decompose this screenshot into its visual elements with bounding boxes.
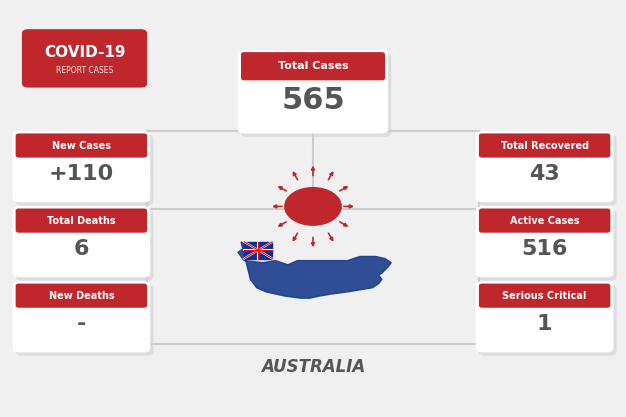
FancyBboxPatch shape [479, 135, 617, 206]
Text: 6: 6 [74, 239, 89, 259]
FancyBboxPatch shape [16, 133, 147, 158]
Text: 1: 1 [537, 314, 552, 334]
FancyBboxPatch shape [479, 208, 610, 233]
Text: -: - [77, 314, 86, 334]
FancyBboxPatch shape [479, 210, 617, 281]
Text: Serious Critical: Serious Critical [503, 291, 587, 301]
FancyBboxPatch shape [241, 53, 391, 137]
FancyBboxPatch shape [22, 29, 147, 88]
FancyBboxPatch shape [476, 131, 613, 202]
FancyBboxPatch shape [13, 281, 150, 352]
FancyBboxPatch shape [16, 208, 147, 233]
Circle shape [285, 188, 341, 225]
Text: Active Cases: Active Cases [510, 216, 580, 226]
Text: Total Cases: Total Cases [278, 61, 348, 71]
FancyBboxPatch shape [476, 281, 613, 352]
Text: New Deaths: New Deaths [49, 291, 114, 301]
Text: Total Recovered: Total Recovered [501, 141, 588, 151]
Text: 516: 516 [521, 239, 568, 259]
FancyBboxPatch shape [16, 285, 153, 356]
Text: New Cases: New Cases [52, 141, 111, 151]
Text: Total Deaths: Total Deaths [47, 216, 116, 226]
FancyBboxPatch shape [13, 131, 150, 202]
Polygon shape [244, 242, 272, 259]
FancyBboxPatch shape [479, 133, 610, 158]
FancyBboxPatch shape [479, 284, 610, 308]
Text: 565: 565 [281, 86, 345, 115]
FancyBboxPatch shape [479, 285, 617, 356]
Text: +110: +110 [49, 164, 114, 184]
FancyBboxPatch shape [16, 135, 153, 206]
Text: 43: 43 [529, 164, 560, 184]
FancyBboxPatch shape [13, 206, 150, 277]
Text: REPORT CASES: REPORT CASES [56, 66, 113, 75]
Text: AUSTRALIA: AUSTRALIA [261, 358, 365, 376]
FancyBboxPatch shape [476, 206, 613, 277]
FancyBboxPatch shape [238, 50, 388, 133]
Polygon shape [238, 242, 391, 298]
FancyBboxPatch shape [16, 284, 147, 308]
Text: COVID-19: COVID-19 [44, 45, 125, 60]
FancyBboxPatch shape [241, 52, 385, 80]
FancyBboxPatch shape [16, 210, 153, 281]
